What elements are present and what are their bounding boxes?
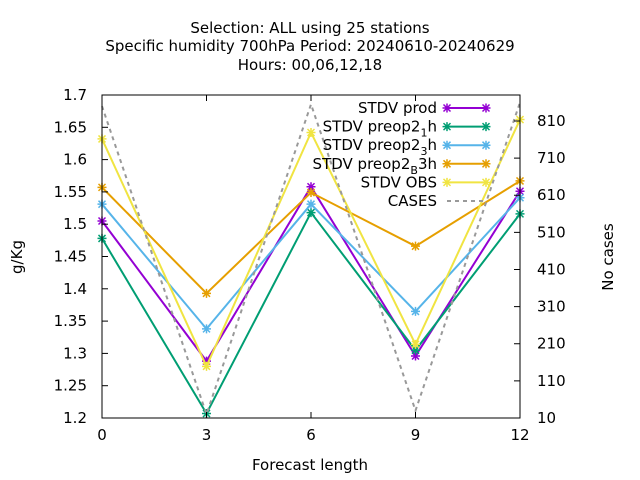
data-point xyxy=(202,324,211,334)
legend-label: CASES xyxy=(388,192,437,210)
legend-marker xyxy=(442,103,452,113)
y2-tick-label: 510 xyxy=(537,223,566,241)
legend-marker xyxy=(481,177,491,187)
x-tick-label: 3 xyxy=(202,426,212,444)
legend-marker xyxy=(481,122,491,132)
legend-entry: STDV preop23h xyxy=(323,136,491,158)
data-point xyxy=(411,339,420,349)
legend-entry: STDV prod xyxy=(358,99,491,117)
y2-tick-label: 810 xyxy=(537,112,566,130)
data-point xyxy=(306,188,316,198)
legend-label: STDV prod xyxy=(358,99,437,117)
y-tick-label: 1.7 xyxy=(63,86,87,104)
legend-label: STDV preop2B3h xyxy=(313,155,437,177)
series-line xyxy=(101,119,521,369)
series-line xyxy=(101,197,521,331)
x-tick-label: 6 xyxy=(306,426,316,444)
chart-title: Selection: ALL using 25 stations Specifi… xyxy=(105,19,514,74)
y-tick-label: 1.25 xyxy=(54,377,87,395)
x-tick-label: 0 xyxy=(97,426,107,444)
data-point xyxy=(306,182,316,192)
y2-axis-label: No cases xyxy=(599,223,617,291)
y-tick-label: 1.3 xyxy=(63,344,87,362)
axis-layer: 0 3 6 9 12 1.2 1.25 1.3 1.35 1.4 1.45 1.5 1.55 1.6 1.6… xyxy=(54,86,566,444)
legend-marker xyxy=(442,159,452,169)
data-point xyxy=(202,356,211,366)
y-tick-label: 1.2 xyxy=(63,409,87,427)
y-tick-label: 1.6 xyxy=(63,151,87,169)
x-axis-label: Forecast length xyxy=(252,456,368,474)
y-axis-label: g/Kg xyxy=(8,240,26,274)
x-tick-label: 12 xyxy=(510,426,529,444)
title-line-1: Selection: ALL using 25 stations xyxy=(190,19,429,37)
y-tick-label: 1.5 xyxy=(63,215,87,233)
data-point xyxy=(306,208,316,218)
legend-marker xyxy=(481,140,491,150)
x-tick-label: 9 xyxy=(411,426,421,444)
legend-label: STDV preop23h xyxy=(323,136,437,158)
series-line xyxy=(101,210,521,416)
data-point xyxy=(411,345,420,355)
data-point xyxy=(202,288,211,298)
data-point xyxy=(411,306,420,316)
legend-label: STDV OBS xyxy=(361,173,437,191)
legend-marker xyxy=(442,122,452,132)
y2-tick-label: 310 xyxy=(537,298,566,316)
data-point xyxy=(411,351,420,361)
data-point xyxy=(202,361,211,371)
y-tick-label: 1.45 xyxy=(54,248,87,266)
y-tick-label: 1.65 xyxy=(54,118,87,136)
series-5 xyxy=(101,101,521,418)
title-line-3: Hours: 00,06,12,18 xyxy=(238,56,382,74)
legend-marker xyxy=(481,159,491,169)
y2-tick-label: 410 xyxy=(537,260,566,278)
y2-tick-label: 710 xyxy=(537,149,566,167)
data-point xyxy=(411,241,420,251)
series-layer xyxy=(97,101,525,418)
legend-entry: STDV preop21h xyxy=(323,118,491,140)
y-tick-label: 1.35 xyxy=(54,312,87,330)
legend-marker xyxy=(442,177,452,187)
legend-marker xyxy=(481,103,491,113)
series-4 xyxy=(97,115,525,371)
legend-entry: STDV OBS xyxy=(361,173,491,191)
data-point xyxy=(306,127,316,137)
series-line xyxy=(101,101,521,418)
y-tick-label: 1.55 xyxy=(54,183,87,201)
y-tick-label: 1.4 xyxy=(63,280,87,298)
legend-label: STDV preop21h xyxy=(323,118,437,140)
legend-entry: CASES xyxy=(388,192,486,210)
y2-tick-label: 10 xyxy=(537,409,556,427)
data-point xyxy=(306,199,316,209)
y2-tick-label: 610 xyxy=(537,186,566,204)
y2-tick-label: 110 xyxy=(537,372,566,390)
legend-entry: STDV preop2B3h xyxy=(313,155,491,177)
title-line-2: Specific humidity 700hPa Period: 2024061… xyxy=(105,37,514,55)
series-1 xyxy=(97,208,525,418)
y2-tick-label: 210 xyxy=(537,335,566,353)
legend-marker xyxy=(442,140,452,150)
